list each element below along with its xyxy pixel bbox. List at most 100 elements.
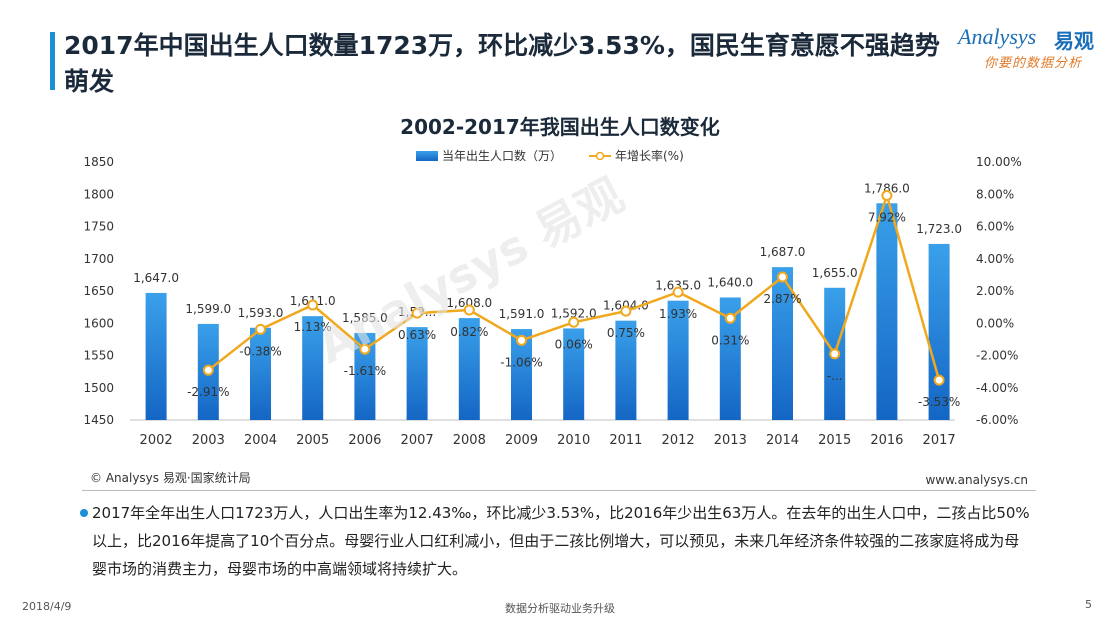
bar-2017	[928, 243, 950, 420]
bar-2002	[145, 292, 167, 420]
growth-point-2008	[463, 304, 475, 316]
bar-2014	[772, 267, 793, 420]
growth-point-2004	[255, 323, 266, 335]
legend-bar-swatch	[416, 151, 438, 161]
x-axis-tick-label: 2009	[505, 433, 538, 448]
growth-point-2007	[411, 307, 423, 319]
logo-brand-cn: 易观	[1054, 29, 1094, 53]
growth-data-labels: -2.91% -0.38% 1.13% -1.61% 0.63% 0.82% -1.06% 0…	[187, 211, 960, 410]
bar-2009	[511, 329, 532, 420]
page-number: 5	[1085, 598, 1092, 611]
x-axis-tick-label: 2011	[609, 433, 642, 448]
bar-2013	[719, 297, 741, 420]
x-axis-tick-label: 2014	[766, 433, 799, 448]
growth-label-2010: 0.06%	[555, 337, 593, 351]
x-axis-tick-label: 2016	[870, 433, 903, 448]
x-axis-tick-label: 2013	[714, 433, 747, 448]
x-axis-tick-label: 2015	[818, 433, 851, 448]
bar-2005	[302, 316, 324, 420]
data-source: © Analysys 易观·国家统计局	[90, 471, 251, 485]
left-axis-tick-label: 1800	[83, 187, 114, 201]
birth-population-chart: 2002-2017年我国出生人口数变化 当年出生人口数（万） 年增长率(%) 1…	[83, 115, 1022, 448]
right-axis-tick-label: 4.00%	[976, 252, 1014, 266]
growth-point-2011	[620, 305, 632, 317]
left-axis-tick-label: 1850	[83, 155, 114, 169]
divider	[82, 490, 1036, 491]
bar-label-2015: 1,655.0	[812, 266, 858, 280]
analysys-logo: Analysys 易观 你要的数据分析	[958, 24, 1108, 76]
growth-label-2011: 0.75%	[607, 326, 645, 340]
x-axis-tick-label: 2010	[557, 433, 590, 448]
footer-slogan: 数据分析驱动业务升级	[505, 602, 615, 615]
bar-label-2012: 1,635.0	[655, 279, 701, 293]
x-axis-tick-label: 2017	[923, 433, 956, 448]
right-axis-tick-label: 10.00%	[976, 155, 1022, 169]
chart-title: 2002-2017年我国出生人口数变化	[400, 115, 720, 139]
growth-label-2007: 0.63%	[398, 328, 436, 342]
bar-label-2010: 1,592.0	[551, 306, 597, 320]
left-axis-tick-label: 1600	[83, 316, 114, 330]
growth-label-2004: -0.38%	[239, 344, 281, 358]
bar-label-2008: 1,608.0	[446, 296, 492, 310]
growth-label-2013: 0.31%	[711, 333, 749, 347]
right-axis-tick-label: 8.00%	[976, 187, 1014, 201]
growth-label-2016: 7.92%	[868, 211, 906, 225]
summary-text: 2017年全年出生人口1723万人，人口出生率为12.43‰，环比减少3.53%…	[92, 504, 1030, 578]
right-axis-tick-label: 6.00%	[976, 220, 1014, 234]
chart-legend: 当年出生人口数（万） 年增长率(%)	[416, 148, 684, 163]
growth-point-2015	[829, 348, 841, 360]
left-axis-tick-label: 1650	[83, 284, 114, 298]
bar-label-2003: 1,599.0	[185, 302, 231, 316]
bar-2007	[406, 327, 428, 420]
website-link[interactable]: www.analysys.cn	[925, 473, 1028, 487]
growth-point-2017	[933, 374, 945, 386]
growth-label-2014: 2.87%	[763, 292, 801, 306]
growth-point-2010	[568, 316, 580, 328]
bar-data-labels: 1,647.01,599.01,593.01,611.01,585.01,59.…	[133, 181, 962, 325]
bar-2004	[250, 327, 271, 420]
bar-label-2002: 1,647.0	[133, 271, 179, 285]
title-accent-bar	[50, 32, 55, 90]
growth-label-2003: -2.91%	[187, 385, 229, 399]
footer-date: 2018/4/9	[22, 600, 72, 613]
bar-label-2006: 1,585.0	[342, 311, 388, 325]
bar-label-2017: 1,723.0	[916, 222, 962, 236]
bar-series	[145, 203, 950, 420]
growth-line-series	[202, 190, 945, 386]
bar-2011	[615, 320, 637, 420]
bar-label-2016: 1,786.0	[864, 181, 910, 195]
growth-point-2003	[202, 364, 214, 376]
growth-point-2005	[307, 299, 319, 311]
x-axis-tick-label: 2004	[244, 433, 277, 448]
left-axis-tick-label: 1550	[83, 349, 114, 363]
growth-point-2009	[516, 334, 527, 346]
growth-label-2015: -...	[827, 369, 843, 383]
right-axis-tick-label: -2.00%	[976, 349, 1018, 363]
x-axis-tick-label: 2008	[453, 433, 486, 448]
bar-label-2009: 1,591.0	[499, 307, 545, 321]
growth-label-2005: 1.13%	[294, 320, 332, 334]
right-y-axis: -6.00% -4.00% -2.00% 0.00% 2.00% 4.00% 6.00% 8.…	[976, 155, 1022, 427]
bar-label-2014: 1,687.0	[760, 245, 806, 259]
x-axis-tick-label: 2002	[140, 433, 173, 448]
logo-tagline: 你要的数据分析	[984, 56, 1083, 71]
left-y-axis: 1450 1500 1550 1600 1650 1700 1750 1800 1850	[83, 155, 114, 427]
right-axis-tick-label: 0.00%	[976, 316, 1014, 330]
growth-point-2016	[881, 190, 893, 202]
growth-label-2017: -3.53%	[918, 395, 960, 409]
legend-line-marker	[595, 151, 605, 161]
x-axis-tick-label: 2012	[662, 433, 695, 448]
x-axis-tick-label: 2006	[348, 433, 381, 448]
bar-label-2004: 1,593.0	[238, 306, 284, 320]
legend-bar-label: 当年出生人口数（万）	[442, 148, 562, 163]
growth-label-2006: -1.61%	[344, 364, 386, 378]
page-title: 2017年中国出生人口数量1723万，环比减少3.53%，国民生育意愿不强趋势萌…	[64, 31, 940, 96]
growth-point-2012	[672, 286, 684, 298]
bar-2012	[667, 300, 689, 420]
bar-2006	[354, 332, 376, 420]
growth-label-2008: 0.82%	[450, 325, 488, 339]
x-axis-tick-label: 2007	[401, 433, 434, 448]
x-axis: 2002 2003 2004 2005 2006 2007 2008 2009 2010 2011…	[140, 433, 956, 448]
bar-2010	[563, 328, 585, 420]
growth-point-2006	[359, 343, 371, 355]
